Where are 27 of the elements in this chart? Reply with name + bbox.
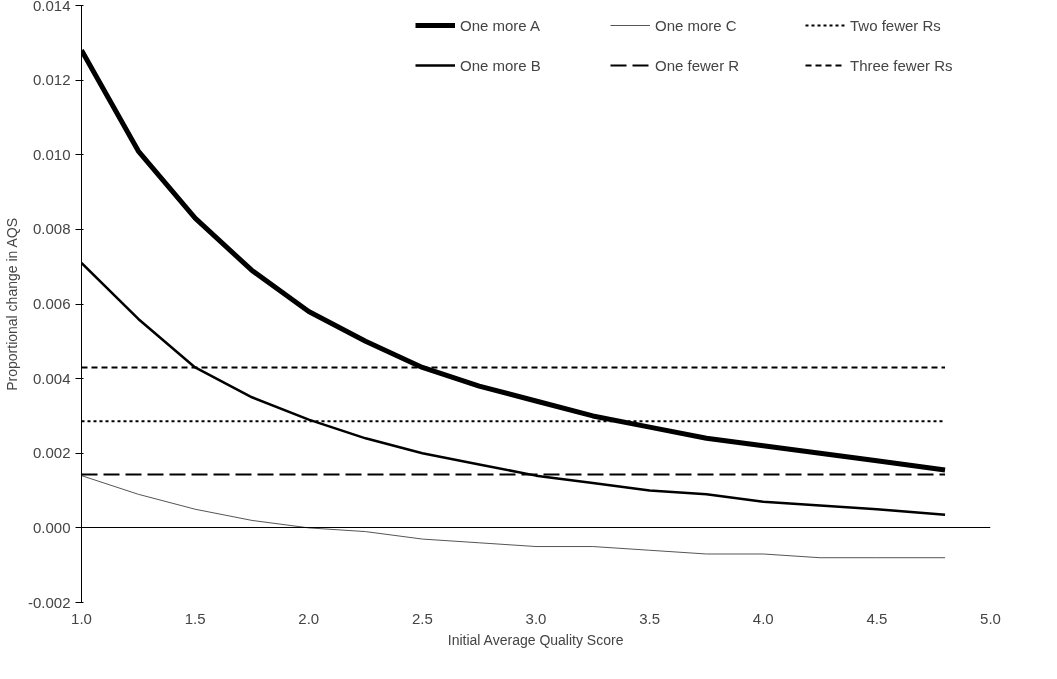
legend-label: Three fewer Rs xyxy=(850,56,954,74)
x-tick-label: 5.0 xyxy=(980,609,1001,627)
y-tick-label: 0.012 xyxy=(32,71,71,89)
y-tick-label: -0.002 xyxy=(27,593,71,611)
y-tick-label: 0.008 xyxy=(32,220,71,238)
y-tick-label: 0.004 xyxy=(32,369,71,387)
legend-label: One more A xyxy=(460,16,542,34)
y-tick-label: 0.010 xyxy=(32,145,71,163)
legend-label: One more C xyxy=(655,16,738,34)
x-tick-label: 3.0 xyxy=(525,609,547,627)
x-axis-title: Initial Average Quality Score xyxy=(447,631,624,648)
x-tick-label: 2.0 xyxy=(298,609,320,627)
y-tick-label: 0.000 xyxy=(32,518,71,536)
y-tick-label: 0.014 xyxy=(32,0,71,14)
legend-label: One more B xyxy=(460,56,542,74)
x-tick-label: 1.0 xyxy=(71,609,92,627)
legend-label: One fewer R xyxy=(655,56,741,74)
legend-label: Two fewer Rs xyxy=(850,16,942,34)
y-tick-label: 0.006 xyxy=(32,295,71,312)
line-series xyxy=(81,475,946,559)
x-tick-label: 1.5 xyxy=(184,609,206,627)
x-tick-label: 3.5 xyxy=(639,609,661,627)
y-axis-title: Proportional change in AQS xyxy=(3,217,20,391)
x-tick-label: 4.5 xyxy=(866,609,888,627)
x-tick-label: 4.0 xyxy=(752,609,774,627)
x-tick-label: 2.5 xyxy=(411,609,433,627)
y-tick-label: 0.002 xyxy=(32,444,71,462)
